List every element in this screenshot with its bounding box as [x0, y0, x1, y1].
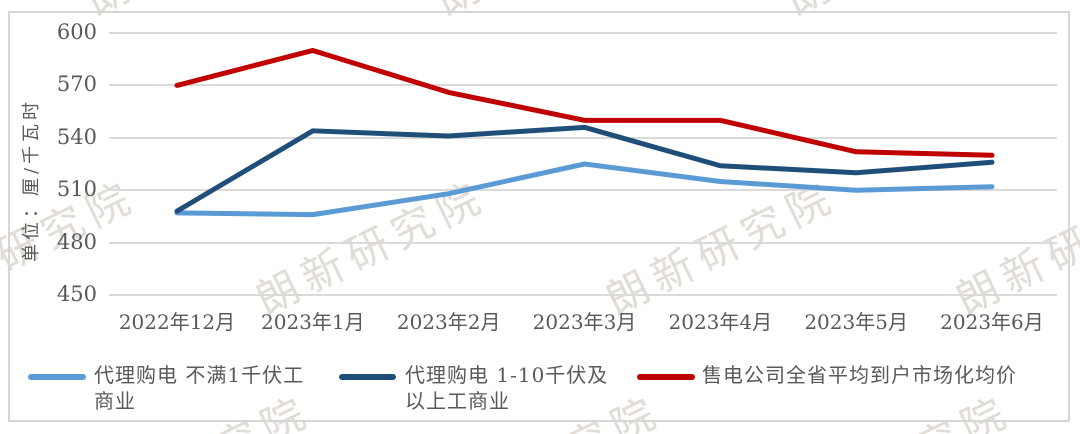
x-tick-label: 2023年3月	[532, 310, 637, 334]
legend-label-line: 以上工商业	[405, 389, 510, 413]
x-tick-label: 2023年4月	[668, 310, 773, 334]
legend-label-retail-avg-price: 售电公司全省平均到户市场化均价	[702, 362, 1072, 388]
gridline	[109, 32, 1057, 34]
legend-swatch-agency-1-10kv	[339, 374, 396, 380]
legend-label-agency-below-1kv: 代理购电 不满1千伏工 商业	[94, 362, 354, 414]
legend-label-line: 商业	[94, 389, 136, 413]
x-tick-label: 2023年5月	[804, 310, 908, 334]
gridline	[109, 189, 1057, 192]
series-line	[174, 124, 995, 214]
series-line	[174, 161, 995, 218]
gridline	[109, 136, 1057, 139]
y-tick-label: 600	[56, 20, 97, 44]
gridline	[109, 241, 1057, 244]
x-tick-label: 2023年1月	[261, 310, 365, 334]
y-tick-label: 450	[56, 282, 97, 306]
legend-label-agency-1-10kv: 代理购电 1-10千伏及 以上工商业	[405, 362, 655, 414]
y-tick-label: 480	[56, 229, 97, 254]
gridline	[109, 84, 1057, 87]
legend-label-line: 代理购电 不满1千伏工	[94, 363, 305, 387]
gridline	[109, 294, 1057, 296]
legend-label-line: 售电公司全省平均到户市场化均价	[702, 363, 1017, 387]
series-line	[174, 47, 995, 158]
y-tick-label: 510	[56, 177, 97, 202]
x-tick-label: 2022年12月	[118, 310, 236, 334]
chart-frame	[8, 11, 1070, 422]
legend-label-line: 代理购电 1-10千伏及	[405, 363, 609, 387]
x-tick-label: 2023年2月	[396, 310, 501, 334]
y-tick-label: 540	[56, 124, 97, 149]
y-tick-label: 570	[56, 72, 97, 97]
x-tick-label: 2023年6月	[940, 310, 1044, 334]
legend-swatch-retail-avg-price	[637, 374, 695, 380]
legend-swatch-agency-below-1kv	[28, 374, 86, 380]
